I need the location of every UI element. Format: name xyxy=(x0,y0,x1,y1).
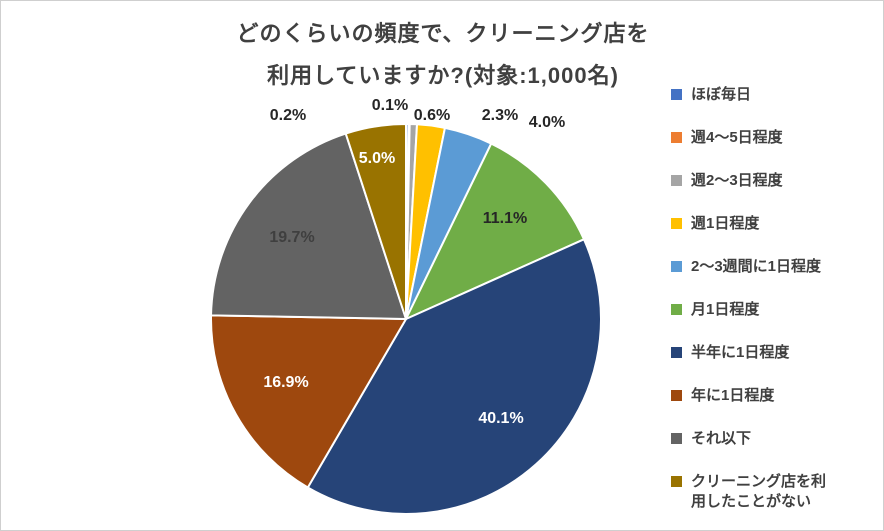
legend-swatch xyxy=(671,89,682,100)
legend-item-1: 週4〜5日程度 xyxy=(671,128,879,148)
data-label-4: 4.0% xyxy=(529,114,565,131)
data-label-8: 19.7% xyxy=(269,229,314,246)
legend: ほぼ毎日週4〜5日程度 週2〜3日程度 週1日程度 2〜3週間に1日程度 月1日程度半年… xyxy=(671,85,879,530)
legend-label: 半年に1日程度 xyxy=(691,344,790,361)
legend-label: 月1日程度 xyxy=(691,301,760,318)
legend-swatch xyxy=(671,433,682,444)
legend-swatch xyxy=(671,390,682,401)
pie-slice-9 xyxy=(344,123,407,320)
data-label-1: 0.1% xyxy=(372,97,408,114)
pie-slice-8 xyxy=(210,132,407,320)
legend-swatch xyxy=(671,304,682,315)
legend-item-6: 半年に1日程度 xyxy=(671,343,879,363)
legend-item-2: 週2〜3日程度 xyxy=(671,171,879,191)
legend-swatch xyxy=(671,476,682,487)
legend-label: 週1日程度 xyxy=(691,215,760,232)
legend-swatch xyxy=(671,175,682,186)
legend-item-5: 月1日程度 xyxy=(671,300,879,320)
pie-slice-7 xyxy=(210,314,407,489)
legend-item-3: 週1日程度 xyxy=(671,214,879,234)
legend-label: それ以下 xyxy=(691,430,752,447)
legend-swatch xyxy=(671,132,682,143)
legend-swatch xyxy=(671,218,682,229)
legend-label: 2〜3週間に1日程度 xyxy=(691,258,822,275)
legend-item-9: クリーニング店を利用したことがない xyxy=(671,472,879,512)
pie-slice-5 xyxy=(405,142,585,320)
legend-item-4: 2〜3週間に1日程度 xyxy=(671,257,879,277)
data-label-9: 5.0% xyxy=(359,150,395,167)
data-label-5: 11.1% xyxy=(483,210,527,227)
data-label-2: 0.6% xyxy=(414,107,450,124)
legend-item-7: 年に1日程度 xyxy=(671,386,879,406)
legend-item-0: ほぼ毎日 xyxy=(671,85,879,105)
legend-item-8: それ以下 xyxy=(671,429,879,449)
pie-slice-6 xyxy=(306,238,602,516)
legend-swatch xyxy=(671,261,682,272)
data-label-0: 0.2% xyxy=(270,107,306,124)
data-label-6: 40.1% xyxy=(478,410,523,427)
data-label-3: 2.3% xyxy=(482,107,518,124)
legend-swatch xyxy=(671,347,682,358)
legend-label: 週2〜3日程度 xyxy=(691,172,783,189)
legend-label: クリーニング店を利用したことがない xyxy=(691,473,827,510)
data-label-7: 16.9% xyxy=(263,374,308,391)
legend-label: 週4〜5日程度 xyxy=(691,129,783,146)
legend-label: 年に1日程度 xyxy=(691,387,775,404)
legend-label: ほぼ毎日 xyxy=(691,86,752,103)
